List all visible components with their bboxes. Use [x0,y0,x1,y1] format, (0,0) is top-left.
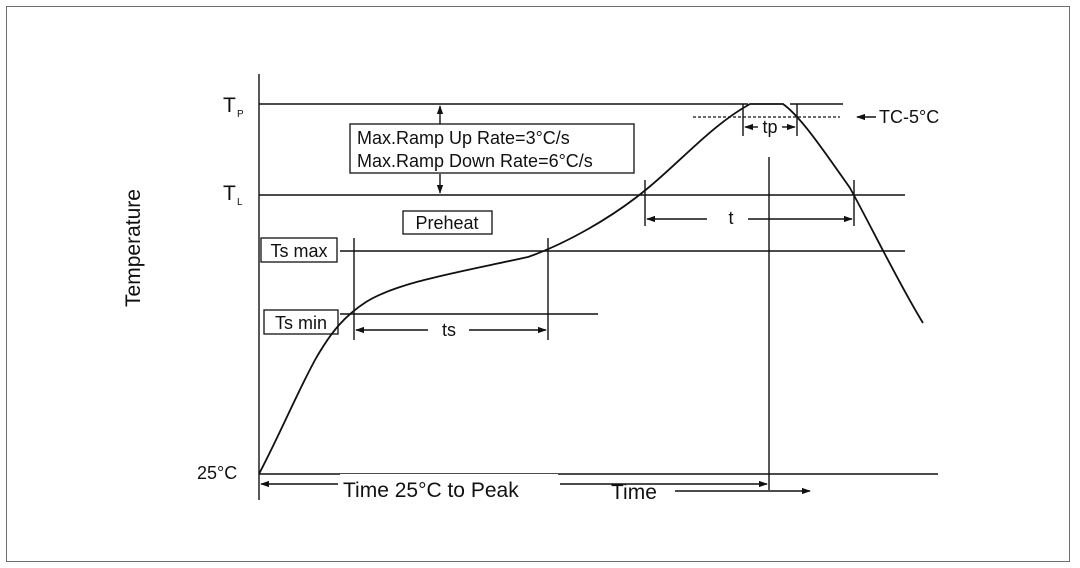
diagram-frame [6,6,1070,562]
temperature-profile-curve [258,103,924,475]
ramp-up-text: Max.Ramp Up Rate=3°C/s [357,128,570,148]
ts-max-box [260,237,338,263]
ts-label: ts [442,320,456,340]
ts-min-box [263,309,339,335]
ramp-down-text: Max.Ramp Down Rate=6°C/s [357,151,593,171]
ts-min-label: Ts min [275,313,327,333]
t-label: t [728,208,733,228]
tp-label: tp [762,117,777,137]
time-to-peak-label-bg [340,474,558,496]
tp-level-subscript: P [237,109,244,120]
time-to-peak-label: Time 25°C to Peak [343,479,519,502]
ts-max-label: Ts max [270,241,327,261]
ramp-rate-box [349,123,635,174]
tc-label: TC-5°C [879,107,939,127]
x-axis-title: Time [611,481,657,504]
tl-level-label: T [223,182,236,205]
room-temp-label: 25°C [197,463,237,483]
preheat-label: Preheat [415,213,478,233]
preheat-box [402,210,493,235]
y-axis-title: Temperature [122,189,145,307]
tl-level-subscript: L [237,197,243,208]
tp-level-label: T [223,94,236,117]
